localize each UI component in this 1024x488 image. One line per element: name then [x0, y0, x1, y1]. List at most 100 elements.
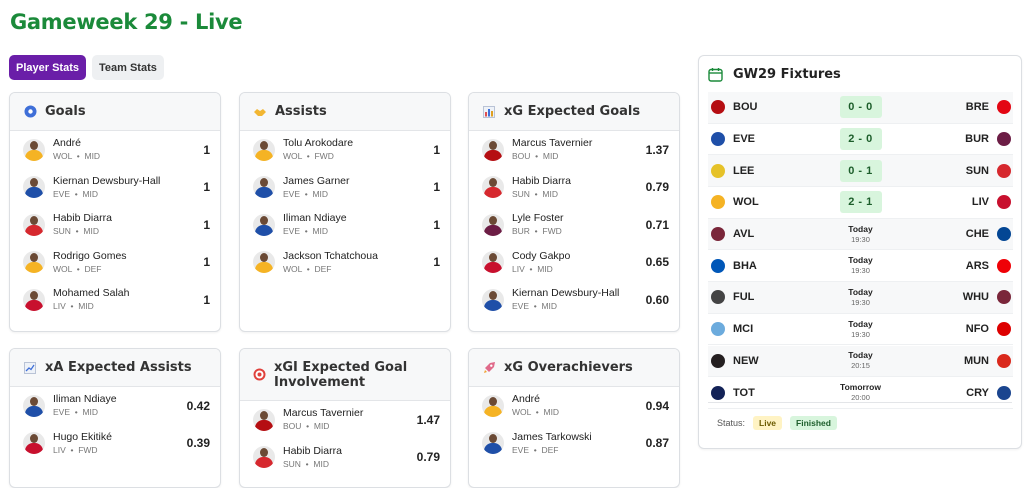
player-row[interactable]: Iliman Ndiaye EVE • MID 0.42 [10, 387, 220, 425]
player-head [489, 253, 497, 263]
away-team-code: BUR [965, 132, 989, 145]
player-row[interactable]: Tolu Arokodare WOL • FWD 1 [240, 131, 450, 169]
fixture-row[interactable]: TOT Tomorrow 20:00 CRY [708, 377, 1013, 409]
player-row[interactable]: Habib Diarra SUN • MID 1 [10, 206, 220, 244]
player-row[interactable]: Mohamed Salah LIV • MID 1 [10, 281, 220, 319]
player-position: MID [312, 188, 329, 199]
separator-dot: • [301, 421, 314, 432]
fixture-row[interactable]: BOU 0 - 0 BRE [708, 92, 1013, 124]
player-name: Habib Diarra [512, 174, 571, 187]
player-info: Lyle Foster BUR • FWD [512, 212, 646, 237]
tab-player-stats[interactable]: Player Stats [9, 55, 86, 80]
match-center: Today 20:15 [828, 350, 893, 371]
player-row[interactable]: Iliman Ndiaye EVE • MID 1 [240, 206, 450, 244]
home-team: EVE [708, 131, 828, 146]
fixture-row[interactable]: BHA Today 19:30 ARS [708, 251, 1013, 282]
player-row[interactable]: Rodrigo Gomes WOL • DEF 1 [10, 244, 220, 282]
player-name: Habib Diarra [53, 212, 112, 225]
player-name: Rodrigo Gomes [53, 249, 127, 262]
player-name: Tolu Arokodare [283, 137, 354, 150]
match-day: Today [848, 350, 873, 361]
player-name: James Garner [283, 174, 350, 187]
home-team: NEW [708, 353, 828, 368]
player-row[interactable]: Cody Gakpo LIV • MID 0.65 [469, 244, 679, 282]
player-row[interactable]: Habib Diarra SUN • MID 0.79 [240, 439, 450, 477]
player-avatar [23, 432, 45, 455]
player-head [260, 448, 268, 458]
player-team: LIV [53, 301, 66, 312]
player-row[interactable]: André WOL • MID 1 [10, 131, 220, 169]
player-head [30, 290, 38, 300]
player-row[interactable]: André WOL • MID 0.94 [469, 387, 679, 425]
card-title: Goals [45, 104, 86, 119]
home-team: BHA [708, 258, 828, 273]
assists-card: Assists Tolu Arokodare WOL • FWD 1 James Ga… [239, 92, 451, 332]
player-info: Habib Diarra SUN • MID [53, 212, 203, 237]
player-head [260, 178, 268, 188]
player-avatar [23, 288, 45, 311]
card-title: xG Expected Goals [504, 104, 641, 119]
home-crest-icon [711, 258, 725, 273]
away-team-code: ARS [965, 259, 989, 272]
player-row[interactable]: Jackson Tchatchoua WOL • DEF 1 [240, 244, 450, 282]
home-team-code: WOL [733, 196, 759, 209]
player-meta: BOU • MID [512, 150, 646, 162]
kit-shirt [25, 405, 43, 417]
player-row[interactable]: James Garner EVE • MID 1 [240, 169, 450, 207]
tab-team-stats[interactable]: Team Stats [91, 55, 164, 80]
away-team-code: BRE [965, 101, 989, 114]
home-crest-icon [711, 100, 725, 115]
player-name: Kiernan Dewsbury-Hall [53, 174, 161, 187]
player-row[interactable]: Lyle Foster BUR • FWD 0.71 [469, 206, 679, 244]
player-row[interactable]: Hugo Ekitiké LIV • FWD 0.39 [10, 425, 220, 463]
player-avatar [23, 138, 45, 161]
separator-dot: • [529, 188, 543, 199]
kit-shirt [255, 224, 273, 236]
player-team: SUN [53, 226, 71, 237]
player-row[interactable]: Habib Diarra SUN • MID 0.79 [469, 169, 679, 207]
fixture-row[interactable]: FUL Today 19:30 WHU [708, 282, 1013, 314]
home-crest-icon [711, 195, 725, 210]
home-team: FUL [708, 290, 828, 305]
player-row[interactable]: Marcus Tavernier BOU • MID 1.47 [240, 401, 450, 439]
player-row[interactable]: Kiernan Dewsbury-Hall EVE • MID 0.60 [469, 281, 679, 319]
match-day: Today [848, 318, 873, 329]
home-crest-icon [711, 290, 725, 305]
fixtures-panel: GW29 Fixtures BOU 0 - 0 BRE EVE 2 - 0 BUR LEE 0… [698, 55, 1022, 449]
player-team: EVE [53, 407, 71, 418]
fixture-row[interactable]: AVL Today 19:30 CHE [708, 218, 1013, 251]
player-avatar [23, 213, 45, 236]
kit-shirt [255, 262, 273, 274]
stat-value: 0.65 [645, 255, 669, 270]
fixture-row[interactable]: EVE 2 - 0 BUR [708, 124, 1013, 156]
kit-shirt [484, 405, 502, 417]
divider [708, 402, 1012, 403]
match-center: Today 19:30 [828, 287, 893, 308]
kickoff-time: 20:15 [851, 361, 870, 371]
fixture-row[interactable]: MCI Today 19:30 NFO [708, 314, 1013, 346]
player-avatar [253, 408, 275, 431]
separator-dot: • [70, 226, 84, 237]
away-team-code: MUN [963, 354, 989, 367]
card-header: xG Expected Goals [469, 93, 679, 131]
player-position: MID [83, 226, 99, 237]
player-avatar [482, 176, 504, 199]
player-team: WOL [512, 407, 532, 418]
separator-dot: • [530, 151, 543, 162]
home-team-code: EVE [733, 132, 756, 145]
fixture-row[interactable]: NEW Today 20:15 MUN [708, 345, 1013, 378]
player-row[interactable]: James Tarkowski EVE • DEF 0.87 [469, 425, 679, 463]
fixture-row[interactable]: LEE 0 - 1 SUN [708, 155, 1013, 187]
match-center: Today 19:30 [828, 255, 893, 276]
player-list: André WOL • MID 1 Kiernan Dewsbury-Hall EVE … [10, 131, 220, 319]
player-row[interactable]: Marcus Tavernier BOU • MID 1.37 [469, 131, 679, 169]
card-header: Goals [10, 93, 220, 131]
player-team: BOU [512, 151, 531, 162]
xa-card: xA Expected Assists Iliman Ndiaye EVE • M… [9, 348, 221, 488]
away-team: SUN [893, 163, 1013, 178]
player-position: DEF [541, 444, 559, 455]
player-row[interactable]: Kiernan Dewsbury-Hall EVE • MID 1 [10, 169, 220, 207]
stat-value: 1 [203, 255, 210, 270]
player-position: MID [82, 188, 99, 199]
fixture-row[interactable]: WOL 2 - 1 LIV [708, 187, 1013, 219]
